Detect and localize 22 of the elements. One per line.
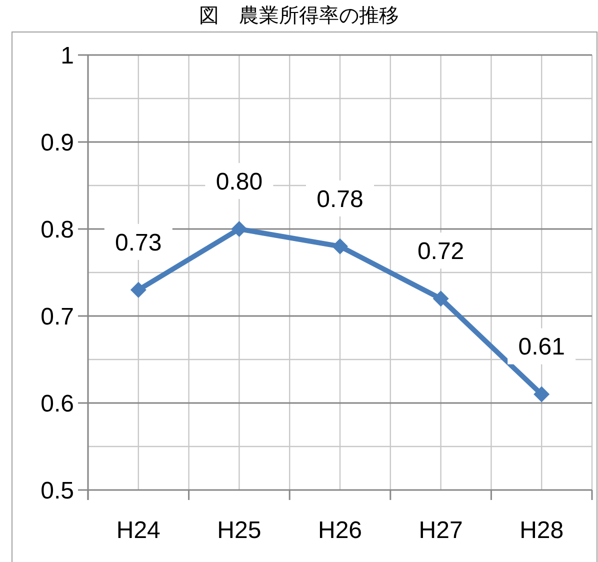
point: [332, 238, 348, 254]
x-tick-label: H26: [318, 517, 362, 544]
text: 0.61: [518, 334, 565, 361]
point: [130, 282, 146, 298]
point: [432, 290, 449, 307]
text: 0.80: [216, 168, 263, 196]
chart-title: 図 農業所得率の推移: [199, 5, 399, 27]
point: [231, 221, 248, 237]
text: 0.78: [316, 186, 364, 213]
point: [534, 386, 550, 402]
x-tick-label: H25: [217, 517, 262, 544]
text: 0.73: [115, 229, 162, 256]
x-tick-label: H24: [116, 517, 160, 544]
y-tick-label: 0.7: [40, 303, 74, 330]
x-tick-label: H27: [418, 517, 463, 544]
y-tick-label: 0.6: [40, 390, 74, 418]
y-tick-label: 0.5: [40, 477, 74, 504]
x-tick-label: H28: [520, 517, 564, 544]
y-tick-label: 0.8: [40, 216, 74, 244]
y-tick-label: 0.9: [40, 129, 74, 156]
y-tick-label: 1: [60, 42, 74, 70]
text: 0.72: [417, 238, 464, 265]
